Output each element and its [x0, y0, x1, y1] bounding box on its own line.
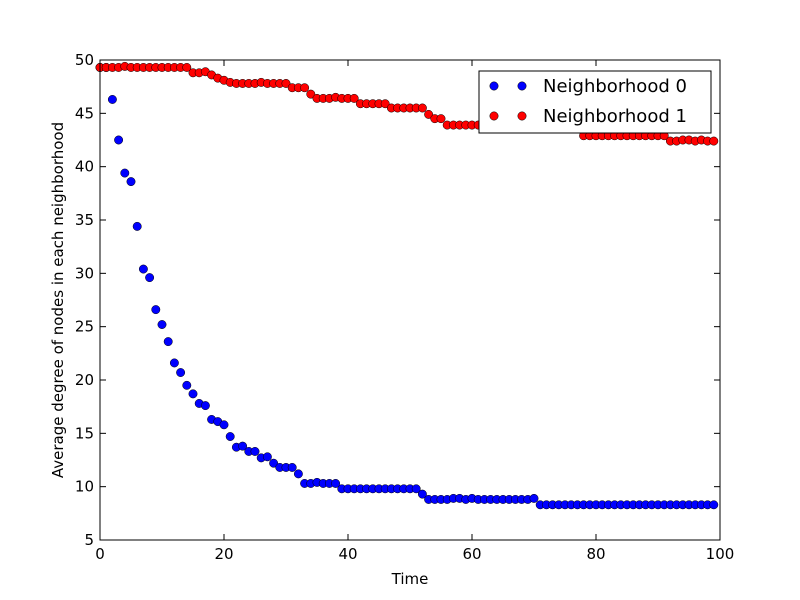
- point-series-0-17: [200, 401, 210, 411]
- y-tick-label-20: 20: [75, 371, 94, 389]
- point-series-0-20: [219, 420, 229, 430]
- point-series-0-10: [157, 320, 167, 329]
- point-series-0-23: [238, 441, 248, 451]
- point-series-0-31: [287, 463, 297, 472]
- point-series-0-70: [529, 493, 539, 503]
- legend-marker-neighborhood-1-a: [489, 111, 499, 121]
- x-axis-label: Time: [391, 570, 429, 588]
- point-series-0-27: [262, 452, 272, 462]
- point-series-0-51: [411, 484, 421, 494]
- point-series-0-52: [417, 489, 427, 499]
- point-series-0-25: [250, 447, 260, 456]
- point-series-1-55: [436, 114, 446, 124]
- point-series-0-3: [114, 135, 124, 145]
- point-series-0-9: [151, 305, 161, 315]
- data-points: [95, 61, 719, 510]
- y-tick-label-45: 45: [75, 104, 94, 122]
- y-axis-label: Average degree of nodes in each neighbor…: [49, 122, 67, 478]
- x-tick-label-60: 60: [462, 545, 481, 563]
- point-series-1-33: [300, 83, 310, 93]
- point-series-0-11: [163, 337, 173, 347]
- point-series-0-7: [138, 264, 148, 274]
- y-tick-label-50: 50: [75, 51, 94, 69]
- point-series-0-21: [225, 432, 235, 441]
- point-series-0-12: [169, 358, 179, 368]
- legend-marker-neighborhood-0-a: [489, 81, 499, 91]
- legend-marker-neighborhood-1-b: [517, 111, 527, 121]
- y-tick-label-40: 40: [75, 158, 94, 176]
- point-series-0-5: [126, 177, 136, 187]
- point-series-0-32: [293, 469, 303, 479]
- plot-area-frame: [99, 59, 721, 541]
- point-series-0-2: [107, 95, 117, 104]
- x-tick-label-100: 100: [706, 545, 735, 563]
- point-series-1-53: [424, 109, 434, 119]
- point-series-0-14: [182, 380, 192, 390]
- y-tick-label-25: 25: [75, 318, 94, 336]
- point-series-1-34: [306, 89, 316, 99]
- x-tick-label-20: 20: [214, 545, 233, 563]
- legend-label-neighborhood-0: Neighborhood 0: [543, 76, 687, 97]
- point-series-0-4: [120, 168, 130, 178]
- y-tick-label-5: 5: [84, 531, 94, 549]
- point-series-0-8: [145, 273, 155, 283]
- legend-marker-neighborhood-0-b: [517, 81, 527, 91]
- point-series-0-28: [269, 458, 279, 468]
- legend: Neighborhood 0 Neighborhood 1: [478, 70, 712, 134]
- point-series-0-6: [132, 221, 142, 231]
- point-series-1-52: [417, 103, 427, 113]
- y-tick-label-15: 15: [75, 424, 94, 442]
- point-series-1-46: [380, 99, 390, 109]
- legend-label-neighborhood-1: Neighborhood 1: [543, 106, 687, 127]
- point-series-0-13: [176, 368, 186, 377]
- x-tick-label-40: 40: [338, 545, 357, 563]
- x-tick-label-0: 0: [95, 545, 105, 563]
- point-series-0-15: [188, 389, 198, 399]
- point-series-0-99: [709, 500, 719, 510]
- point-series-0-38: [331, 479, 341, 488]
- x-tick-label-80: 80: [586, 545, 605, 563]
- y-tick-label-30: 30: [75, 264, 94, 282]
- point-series-1-99: [709, 136, 719, 146]
- legend-box: [478, 70, 712, 134]
- axis-ticks: 0 20 40 60 80 100 5 10 15 20 25 30 35 40 45 50: [75, 51, 734, 563]
- point-series-1-30: [281, 79, 291, 88]
- point-series-1-14: [182, 63, 192, 72]
- y-tick-label-10: 10: [75, 478, 94, 496]
- point-series-1-41: [349, 93, 359, 103]
- y-tick-label-35: 35: [75, 211, 94, 229]
